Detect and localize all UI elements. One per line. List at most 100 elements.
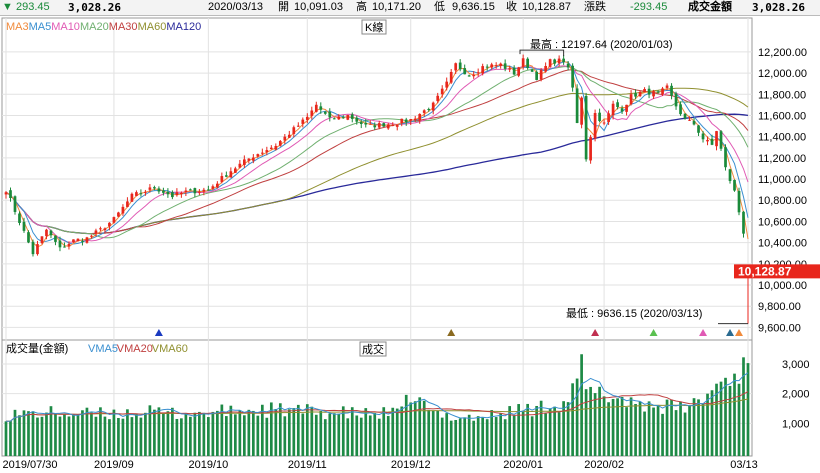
volume-bar [715,383,718,456]
candle-body [472,74,476,77]
candle [337,114,341,120]
candle [445,77,449,91]
candle-body [697,125,700,133]
volume-bar [418,397,422,456]
candle [688,116,691,121]
candle-body [557,58,561,64]
volume-bar [503,419,507,456]
candle-body [189,189,192,191]
candle [544,62,547,73]
event-marker-icon [699,329,708,336]
candle [4,190,8,199]
candle [260,148,264,156]
candle [692,118,696,126]
last-close-label: 10,128.87 [738,264,792,278]
candle-body [36,244,39,255]
volume-bar [175,418,179,456]
amount-label: 成交金額 [688,1,732,13]
volume-bar [337,413,341,456]
candle-body [31,241,35,255]
event-marker-icon [447,329,456,336]
volume-bar [130,417,134,456]
candle-body [643,89,646,93]
x-tick-label: 2020/01 [503,459,543,471]
volume-bar [589,386,592,456]
candle-body [171,192,174,198]
volume-bar [697,399,700,456]
volume-bar [431,410,435,456]
candle [652,89,655,99]
candle-body [431,102,435,111]
candle-body [463,68,467,75]
volume-bar [193,412,197,456]
candle-body [283,136,287,141]
volume-bar [45,412,48,456]
candle [323,111,327,115]
candle [467,74,471,77]
candle [373,122,377,131]
candle-body [436,95,440,102]
candle [18,211,21,226]
candle [319,102,323,114]
volume-bar [724,377,727,456]
candle [301,117,305,128]
candle [368,120,372,125]
volume-bar [400,406,404,456]
candle-body [553,59,556,64]
candle-body [314,104,318,112]
volume-bar [135,413,138,456]
candle-body [184,190,188,192]
volume-bar [602,396,606,456]
candle [225,171,228,178]
candle-body [571,65,574,88]
volume-bar [737,383,741,456]
candle-body [202,189,206,192]
candle [341,115,345,119]
volume-bar [72,414,75,456]
candle-body [454,63,458,71]
volume-bar [108,419,111,456]
candle [130,192,134,202]
candle [625,104,628,116]
candle-body [485,66,489,68]
price-tick-label: 10,800.00 [758,195,807,207]
legend-vma5: VMA5 [88,343,118,355]
candle-body [413,118,417,121]
candle [719,130,723,151]
volume-bar [454,419,458,456]
candle-body [706,139,709,142]
event-marker-icon [154,329,163,336]
candle-body [18,213,21,223]
candle-body [589,137,592,161]
candle [346,114,350,121]
candle [647,85,651,99]
candle [521,54,525,70]
candle [242,155,246,168]
volume-bar [539,400,543,456]
volume-bar [688,405,691,456]
candle-body [211,186,215,189]
volume-bar [710,390,714,456]
volume-bar [526,403,529,456]
volume-bar [629,397,633,456]
x-tick-label: 2019/10 [188,459,228,471]
volume-bar [180,418,183,456]
candle-body [180,192,183,195]
volume-bar [359,417,363,456]
candle-body [476,72,480,74]
volume-bar [517,404,521,456]
candle-body [400,118,404,123]
volume-bar [409,402,413,456]
volume-bar [616,398,619,456]
volume-bar [166,411,170,456]
volume-bar [548,408,552,456]
last-close-badge [734,264,820,279]
volume-bar [278,403,282,456]
candle [31,239,35,257]
volume-bar [94,416,98,456]
candle-body [404,119,408,123]
volume-bar [535,405,538,456]
volume-bar [598,386,601,456]
volume-bar [238,410,242,456]
